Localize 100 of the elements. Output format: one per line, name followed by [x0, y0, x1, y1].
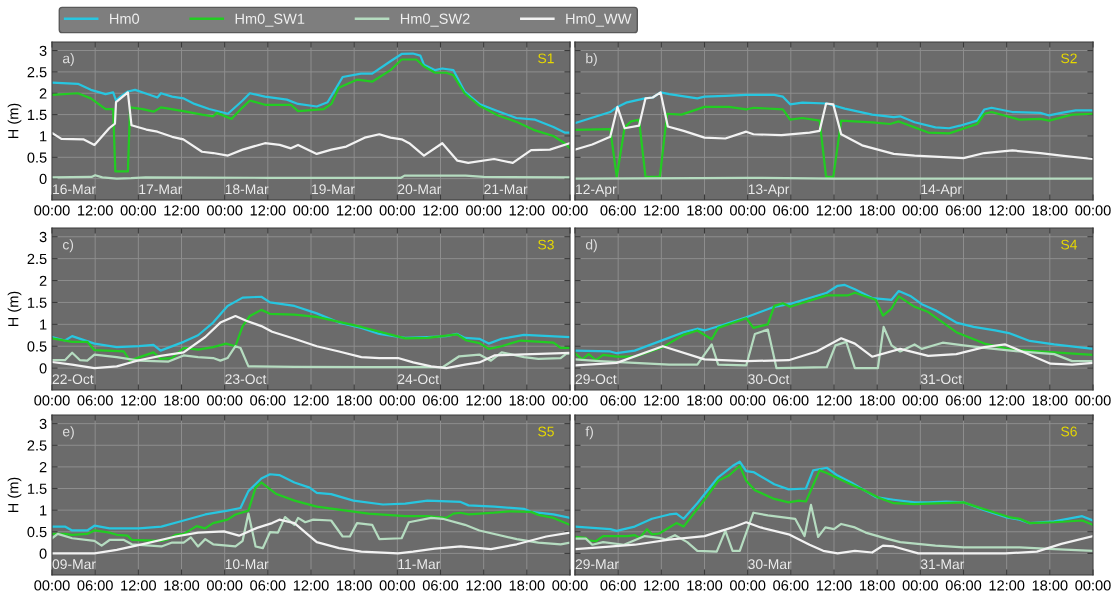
x-tick-label: 18:00 [164, 395, 200, 406]
x-tick-label: 06:00 [600, 205, 636, 216]
y-tick-label: 0.5 [27, 152, 47, 163]
annotation: 22-Oct [52, 374, 94, 385]
x-tick-label: 06:00 [600, 580, 636, 591]
y-tick-label: 0 [39, 363, 47, 374]
annotation: S6 [1061, 426, 1077, 437]
y-tick-label: 2 [39, 275, 47, 286]
x-tick-label: 00:00 [34, 580, 70, 591]
x-tick-label: 06:00 [250, 580, 286, 591]
annotation: 30-Oct [748, 374, 790, 385]
x-tick-label: 18:00 [1032, 205, 1068, 216]
x-tick-label: 06:00 [773, 580, 809, 591]
x-tick-label: 00:00 [206, 395, 243, 406]
x-tick-label: 06:00 [422, 580, 459, 591]
x-tick-label: 18:00 [860, 580, 895, 591]
y-tick-label: 0 [39, 173, 47, 185]
x-tick-label: 12:00 [644, 395, 680, 406]
x-tick-label: 12:00 [337, 205, 372, 216]
y-tick-label: 3 [39, 231, 47, 243]
x-tick-label: 00:00 [729, 395, 766, 406]
x-tick-label: 00:00 [552, 580, 588, 591]
y-tick-label: 0.5 [27, 341, 47, 352]
x-tick-label: 12:00 [816, 205, 852, 216]
x-tick-label: 18:00 [337, 580, 372, 591]
x-tick-label: 06:00 [945, 580, 982, 591]
y-tick-label: 3 [39, 45, 47, 56]
x-tick-label: 00:00 [902, 395, 939, 406]
y-axis-title: H (m) [7, 291, 22, 327]
x-tick-label: 18:00 [687, 205, 723, 216]
x-tick-label: 12:00 [466, 580, 502, 591]
y-tick-label: 1 [40, 319, 47, 330]
x-tick-label: 06:00 [773, 205, 809, 216]
y-tick-label: 2.5 [27, 66, 47, 78]
x-tick-label: 12:00 [423, 205, 459, 216]
x-tick-label: 00:00 [34, 205, 70, 216]
x-tick-label: 00:00 [293, 205, 329, 216]
annotation: 10-Mar [225, 559, 269, 570]
x-tick-label: 00:00 [902, 205, 939, 216]
x-tick-label: 12:00 [121, 580, 157, 591]
annotation: 29-Oct [575, 374, 617, 385]
x-tick-label: 18:00 [337, 395, 372, 406]
y-tick-label: 2 [39, 461, 47, 473]
x-tick-label: 18:00 [1032, 395, 1068, 406]
x-tick-label: 12:00 [466, 395, 502, 406]
y-tick-label: 2 [39, 88, 47, 99]
y-tick-label: 2.5 [27, 253, 47, 265]
x-tick-label: 06:00 [77, 580, 113, 591]
annotation: 23-Oct [225, 374, 267, 385]
x-tick-label: 00:00 [379, 395, 416, 406]
x-tick-label: 00:00 [729, 580, 766, 591]
annotation: 31-Oct [920, 374, 962, 385]
annotation: 21-Mar [484, 184, 528, 195]
annotation: S5 [538, 426, 554, 437]
x-tick-label: 00:00 [206, 580, 243, 591]
x-tick-label: 18:00 [860, 205, 895, 216]
y-tick-label: 1 [40, 131, 47, 142]
x-tick-label: 00:00 [206, 205, 243, 216]
x-tick-label: 12:00 [989, 395, 1025, 406]
x-tick-label: 00:00 [34, 395, 70, 406]
x-tick-label: 12:00 [989, 205, 1025, 216]
x-tick-label: 12:00 [816, 395, 852, 406]
annotation: 29-Mar [575, 559, 619, 570]
x-tick-label: 18:00 [1032, 580, 1068, 591]
x-tick-label: 00:00 [465, 205, 502, 216]
x-tick-label: 00:00 [552, 395, 588, 406]
legend-label: Hm0_WW [566, 13, 632, 27]
legend-label: Hm0_SW2 [400, 13, 470, 27]
x-tick-label: 18:00 [687, 580, 723, 591]
x-tick-label: 18:00 [164, 580, 200, 591]
x-tick-label: 00:00 [379, 205, 416, 216]
legend-label: Hm0 [110, 13, 140, 24]
x-tick-label: 12:00 [816, 580, 852, 591]
annotation: S1 [538, 53, 554, 64]
x-tick-label: 12:00 [989, 580, 1025, 591]
annotation: e) [62, 426, 74, 440]
x-tick-label: 06:00 [600, 395, 636, 406]
annotation: b) [586, 53, 597, 66]
x-tick-label: 12:00 [121, 395, 157, 406]
annotation: 12-Apr [576, 184, 617, 197]
x-tick-label: 12:00 [293, 395, 329, 406]
annotation: S4 [1061, 239, 1078, 250]
y-tick-label: 1.5 [27, 297, 47, 308]
x-tick-label: 12:00 [78, 205, 113, 216]
x-tick-label: 12:00 [250, 205, 286, 216]
annotation: 13-Apr [748, 184, 790, 197]
y-tick-label: 1 [40, 505, 47, 516]
annotation: 19-Mar [312, 184, 355, 195]
x-tick-label: 18:00 [687, 395, 723, 406]
y-tick-label: 1.5 [27, 483, 47, 494]
annotation: d) [585, 239, 597, 253]
y-axis-title: H (m) [7, 103, 22, 139]
annotation: 20-Mar [398, 184, 442, 195]
x-tick-label: 00:00 [1075, 580, 1111, 591]
x-tick-label: 18:00 [509, 580, 545, 591]
x-tick-label: 00:00 [1075, 395, 1111, 406]
annotation: S3 [538, 239, 554, 250]
x-tick-label: 00:00 [902, 580, 939, 591]
x-tick-label: 06:00 [945, 395, 982, 406]
x-tick-label: 06:00 [422, 395, 459, 406]
